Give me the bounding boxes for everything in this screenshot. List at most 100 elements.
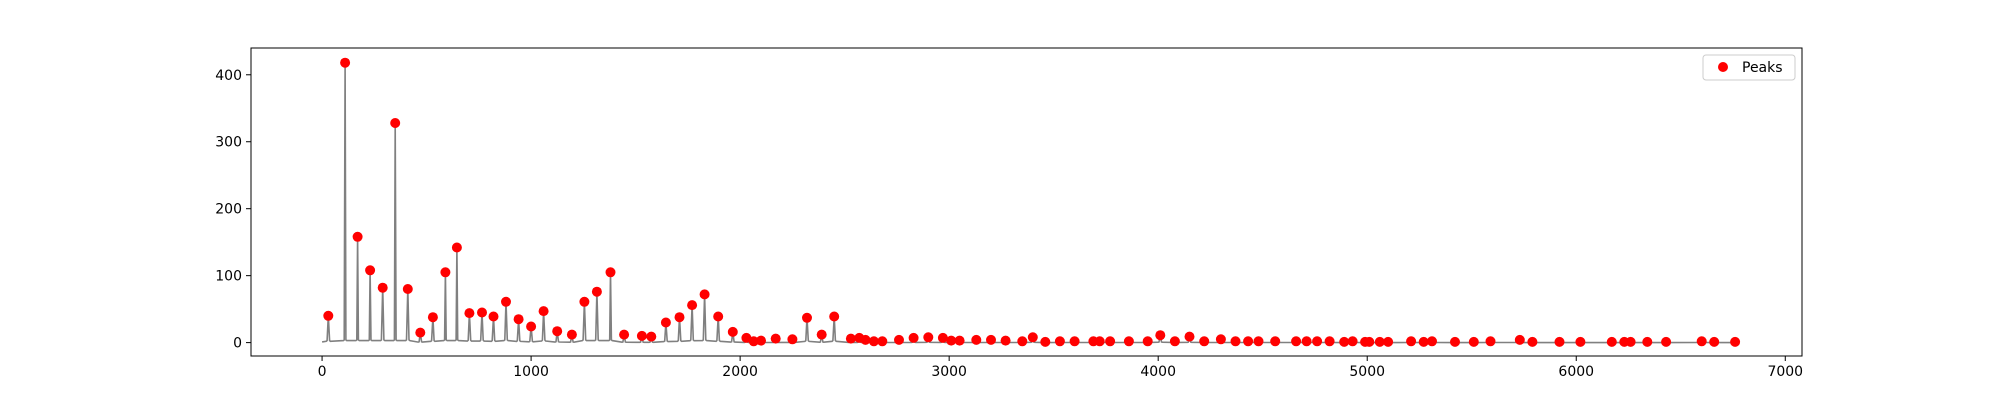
peak-point <box>488 311 499 322</box>
peak-point <box>1406 336 1417 347</box>
x-tick-label: 3000 <box>931 364 967 380</box>
peak-point <box>1155 330 1166 341</box>
peak-point <box>1418 336 1429 347</box>
peak-point <box>1123 336 1134 347</box>
peak-point <box>868 336 879 347</box>
peak-point <box>513 314 524 325</box>
peak-point <box>1291 336 1302 347</box>
peak-point <box>1696 336 1707 347</box>
y-tick-label: 300 <box>215 135 242 151</box>
x-axis-ticks: 0 1000 2000 3000 4000 5000 6000 7000 <box>318 356 1803 380</box>
peak-point <box>1142 336 1153 347</box>
peak-point <box>352 231 363 242</box>
peak-point <box>1324 336 1335 347</box>
peak-point <box>845 333 856 344</box>
peak-point <box>1374 336 1385 347</box>
x-tick-label: 6000 <box>1558 364 1594 380</box>
peak-point <box>829 311 840 322</box>
peak-point <box>748 336 759 347</box>
peak-point <box>937 332 948 343</box>
peak-point <box>971 334 982 345</box>
peak-point <box>1184 331 1195 342</box>
peak-point <box>894 334 904 345</box>
legend: Peaks <box>1702 54 1796 81</box>
legend-box <box>1702 54 1796 81</box>
peak-point <box>954 335 965 346</box>
peak-point <box>402 284 413 294</box>
peak-point <box>770 333 781 344</box>
peak-point <box>877 336 888 347</box>
peak-point <box>501 296 511 307</box>
peak-point <box>646 331 657 342</box>
y-axis-ticks: 0 100 200 300 400 <box>215 68 251 352</box>
peak-point <box>1215 334 1226 345</box>
peak-point <box>377 282 388 293</box>
peak-point <box>1230 336 1241 347</box>
peak-point <box>727 326 738 337</box>
peak-point <box>699 289 710 300</box>
peak-point <box>619 329 630 340</box>
axes-frame <box>250 47 1803 357</box>
peak-point <box>451 242 462 253</box>
peak-point <box>1069 336 1080 347</box>
peak-point <box>1527 336 1538 347</box>
peak-point <box>986 334 996 345</box>
x-tick-label: 4000 <box>1140 364 1176 380</box>
peak-point <box>1730 336 1741 347</box>
peak-point <box>1661 336 1672 347</box>
y-tick-label: 400 <box>215 68 242 84</box>
peak-point <box>1468 336 1479 347</box>
peak-point <box>1347 336 1358 347</box>
peak-point <box>591 286 602 297</box>
peak-point <box>526 321 537 332</box>
peak-point <box>816 329 827 340</box>
y-tick-label: 200 <box>215 202 242 218</box>
y-tick-label: 100 <box>215 269 242 285</box>
peak-point <box>1554 336 1565 347</box>
peak-point <box>340 57 351 68</box>
peak-point <box>1243 336 1254 347</box>
peak-point <box>1169 336 1180 347</box>
peak-point <box>1027 332 1038 343</box>
peak-point <box>787 334 798 345</box>
peak-point <box>1199 336 1210 347</box>
peak-point <box>1339 336 1350 347</box>
peak-point <box>860 334 871 345</box>
peak-point <box>538 306 549 317</box>
peak-point <box>660 317 671 328</box>
peak-point <box>1625 336 1636 347</box>
peak-point <box>1000 335 1011 346</box>
peak-point <box>1312 336 1323 347</box>
plot-area: 0 1000 2000 3000 4000 5000 6000 7000 0 100 200 300… <box>215 47 1803 380</box>
peak-point <box>579 296 590 307</box>
peak-point <box>1040 336 1051 347</box>
peak-point <box>1094 336 1105 347</box>
peak-point <box>1427 336 1437 347</box>
x-tick-label: 2000 <box>722 364 758 380</box>
peak-point <box>464 308 475 319</box>
peak-point <box>365 265 376 276</box>
peak-point <box>908 332 919 343</box>
peak-point <box>636 330 647 341</box>
peak-point <box>1301 336 1312 347</box>
legend-marker-peaks <box>1718 62 1728 72</box>
peak-point <box>1514 334 1525 345</box>
peak-point <box>1606 336 1617 347</box>
peak-point <box>605 267 616 278</box>
peak-point <box>1270 336 1281 347</box>
peak-point <box>415 327 426 338</box>
peak-point <box>1054 336 1065 347</box>
peak-point <box>1364 336 1375 347</box>
peak-point <box>802 312 812 323</box>
peak-point <box>687 300 698 311</box>
peak-point <box>566 329 577 340</box>
peak-point <box>427 312 438 323</box>
x-tick-label: 1000 <box>513 364 549 380</box>
peak-point <box>674 312 685 323</box>
peak-point <box>1575 336 1586 347</box>
peak-point <box>713 311 724 322</box>
legend-label-peaks: Peaks <box>1742 60 1783 76</box>
x-tick-label: 5000 <box>1349 364 1385 380</box>
peak-point <box>390 118 401 128</box>
